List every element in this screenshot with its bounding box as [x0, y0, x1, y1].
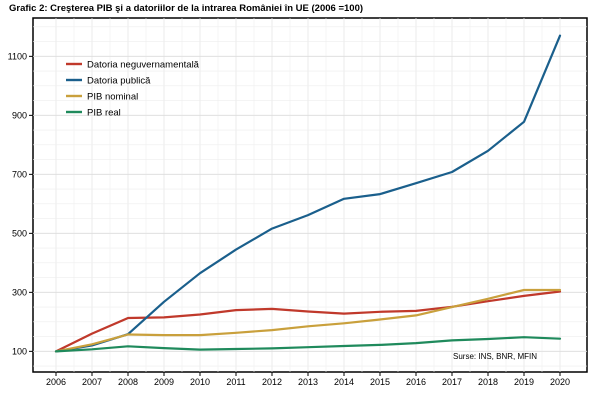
- x-tick-label: 2015: [370, 377, 390, 387]
- x-tick-label: 2012: [262, 377, 282, 387]
- legend-label: Datoria publică: [87, 76, 151, 87]
- x-tick-label: 2007: [82, 377, 102, 387]
- series-line-2: [54, 34, 562, 353]
- y-tick-label: 900: [12, 110, 27, 120]
- y-tick-label: 700: [12, 169, 27, 179]
- plot-area: [32, 17, 588, 373]
- x-tick-label: 2020: [550, 377, 570, 387]
- x-tick-label: 2006: [46, 377, 66, 387]
- y-tick-label: 1100: [8, 51, 27, 61]
- series-lines: [54, 34, 562, 353]
- x-tick-label: 2017: [442, 377, 462, 387]
- x-axis-ticks: 2006 2007 2008 2009 2010 2011 2012 2013 2014 2015…: [46, 372, 570, 387]
- series-line-4: [54, 336, 562, 353]
- legend-label: PIB nominal: [87, 92, 138, 103]
- x-tick-label: 2009: [154, 377, 174, 387]
- series-line-3: [54, 288, 562, 353]
- x-tick-label: 2013: [298, 377, 318, 387]
- x-tick-label: 2010: [190, 377, 210, 387]
- x-tick-label: 2008: [118, 377, 138, 387]
- x-tick-label: 2016: [406, 377, 426, 387]
- x-tick-label: 2018: [478, 377, 498, 387]
- legend-label: Datoria neguvernamentală: [87, 60, 200, 71]
- x-tick-label: 2014: [334, 377, 354, 387]
- legend: Datoria neguvernamentală Datoria publică P…: [66, 60, 200, 119]
- y-tick-label: 300: [12, 287, 27, 297]
- y-tick-label: 100: [12, 346, 27, 356]
- x-tick-label: 2019: [514, 377, 534, 387]
- x-tick-label: 2011: [226, 377, 245, 387]
- gridlines: [33, 18, 587, 372]
- y-tick-label: 500: [12, 228, 27, 238]
- chart-title: Grafic 2: Creşterea PIB şi a datoriilor …: [9, 3, 364, 14]
- legend-label: PIB real: [87, 108, 121, 119]
- series-line-1: [54, 290, 562, 353]
- source-note: Surse: INS, BNR, MFIN: [453, 352, 537, 361]
- y-axis-ticks: 100 300 500 700 900 1100: [8, 51, 33, 356]
